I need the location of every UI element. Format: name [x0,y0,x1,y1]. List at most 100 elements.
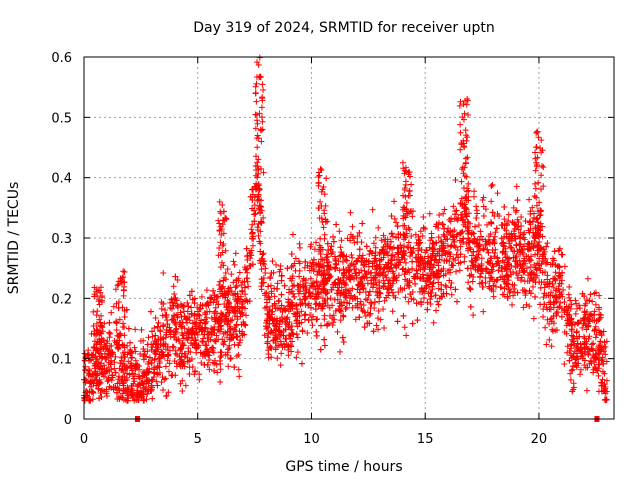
data-point [321,267,328,274]
data-point [258,283,265,290]
data-point [185,345,192,352]
data-point [112,369,119,376]
data-point [373,288,380,295]
data-point [93,347,100,354]
data-point [293,302,300,309]
data-point [471,188,478,195]
data-point [349,295,356,302]
data-point [482,274,489,281]
data-point [393,262,400,269]
data-point [146,365,153,372]
data-point [570,384,577,391]
data-point [304,330,311,337]
data-point [312,239,319,246]
data-point [276,328,283,335]
data-point [384,285,391,292]
data-point [544,281,551,288]
data-point [317,198,324,205]
data-point [264,334,271,341]
data-point [486,278,493,285]
data-point [558,251,565,258]
data-point [144,390,151,397]
data-point [399,286,406,293]
data-point [309,322,316,329]
data-point [260,87,267,94]
data-point [282,326,289,333]
data-point [506,238,513,245]
data-point [584,323,591,330]
data-point [234,297,241,304]
data-point [522,288,529,295]
data-point [330,319,337,326]
data-point [204,299,211,306]
data-point [490,282,497,289]
data-point [360,285,367,292]
data-point [373,269,380,276]
data-point [216,281,223,288]
data-point [317,165,324,172]
data-point [590,347,597,354]
data-point [140,384,147,391]
data-point [384,252,391,259]
data-point [510,204,517,211]
data-point [478,279,485,286]
data-point [513,183,520,190]
data-point [239,298,246,305]
data-point [180,335,187,342]
data-point [169,372,176,379]
data-point [119,366,126,373]
data-point [133,364,140,371]
data-point [441,233,448,240]
data-point [392,234,399,241]
data-point [340,313,347,320]
data-point [500,239,507,246]
data-point [488,198,495,205]
data-point [241,278,248,285]
data-point [330,238,337,245]
data-point [342,305,349,312]
data-point [577,347,584,354]
data-point [582,345,589,352]
data-point [512,208,519,215]
data-point [524,278,531,285]
data-point [93,382,100,389]
data-point [203,342,210,349]
data-point [110,303,117,310]
data-point [491,233,498,240]
data-point [493,277,500,284]
data-point [429,250,436,257]
data-point [191,312,198,319]
data-point [189,334,196,341]
data-point [342,294,349,301]
data-point [435,248,442,255]
data-point [429,280,436,287]
data-point [119,342,126,349]
data-point [507,288,514,295]
data-point [581,317,588,324]
data-point [395,289,402,296]
data-point [316,215,323,222]
data-point [592,301,599,308]
data-point [416,240,423,247]
data-point [180,342,187,349]
data-point [389,308,396,315]
data-point [600,360,607,367]
data-point [598,357,605,364]
data-point [232,284,239,291]
data-point [237,337,244,344]
data-point [223,313,230,320]
data-point [325,247,332,254]
data-point [243,245,250,252]
data-point [381,265,388,272]
data-point [464,96,471,103]
data-point [401,222,408,229]
data-point [344,299,351,306]
data-point [291,282,298,289]
data-point [282,335,289,342]
data-point [265,283,272,290]
data-point [434,298,441,305]
data-point [301,282,308,289]
data-point [172,273,179,280]
data-point [165,368,172,375]
data-point [312,295,319,302]
